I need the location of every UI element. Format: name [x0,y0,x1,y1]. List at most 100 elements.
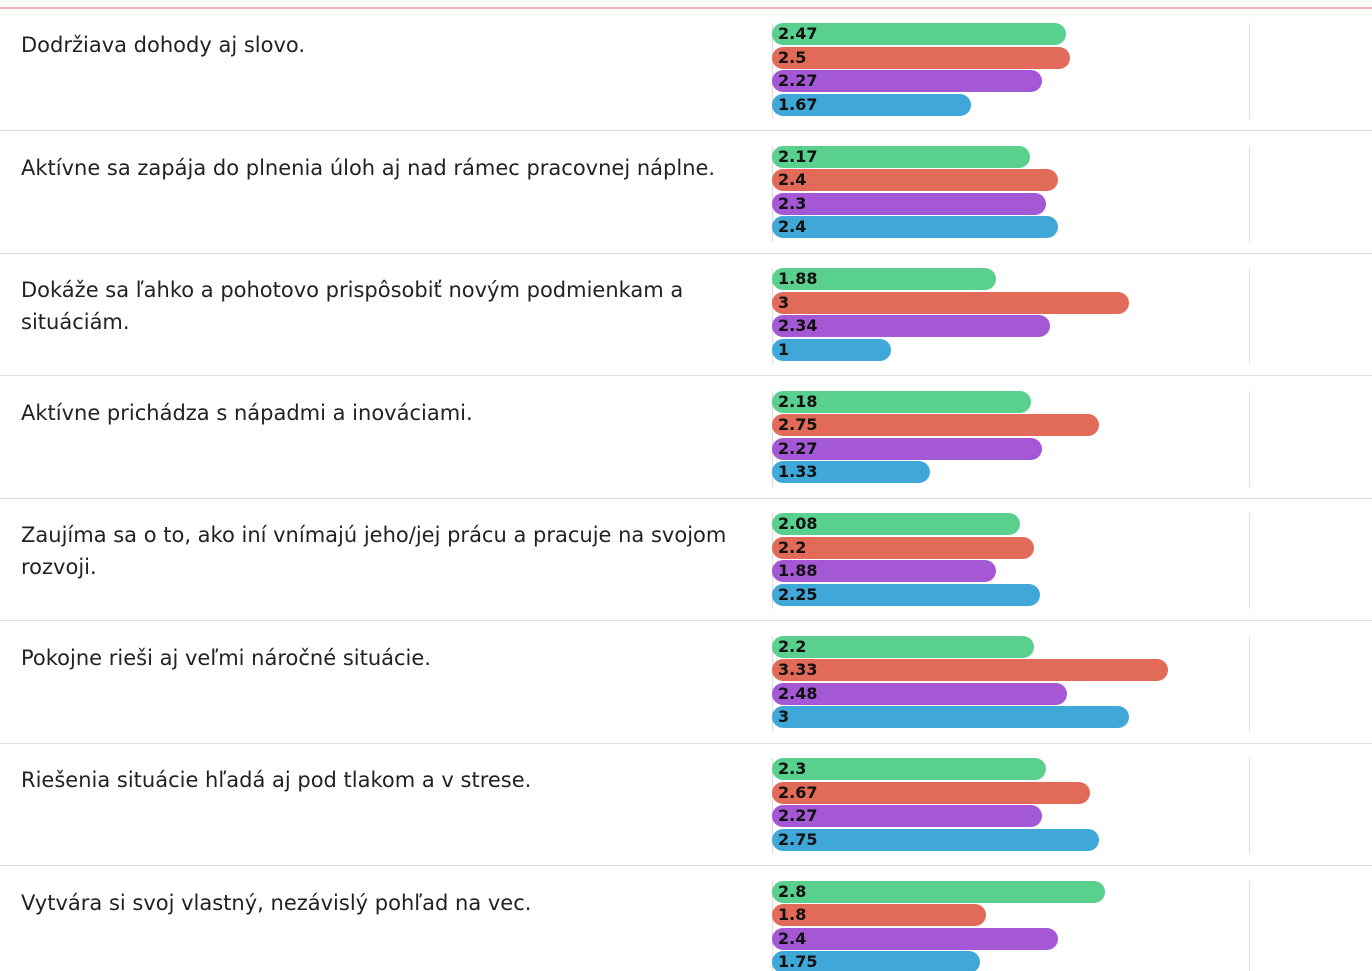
bar: 3 [772,291,1129,314]
bar: 2.75 [772,414,1100,436]
bar: 3 [772,706,1129,728]
bar: 2.5 [772,46,1070,69]
divider [772,145,773,242]
bar-value: 2.2 [778,636,807,656]
bar-value: 3 [778,292,790,312]
bar: 2.47 [772,23,1066,45]
bar-value: 2.27 [778,806,818,825]
question-label: Pokojne rieši aj veľmi náročné situácie. [21,645,431,670]
question-label: Aktívne prichádza s nápadmi a inováciami… [21,400,473,425]
divider [1249,23,1250,119]
question-label: Vytvára si svoj vlastný, nezávislý pohľa… [21,890,532,915]
question-row: Riešenia situácie hľadá aj pod tlakom a … [0,744,1372,866]
bar-value: 1.75 [778,952,818,971]
bar-value: 2.27 [778,438,818,458]
bar: 1.67 [772,93,971,116]
bar: 2.27 [772,70,1043,92]
question-row: Dodržiava dohody aj slovo. 2.47 2.5 2.27 1.6… [0,9,1372,131]
divider [1249,880,1250,971]
bar-value: 1.67 [778,94,818,114]
bar: 2.34 [772,315,1051,337]
bar: 3.33 [772,659,1169,681]
bar-value: 3.33 [778,660,818,679]
divider [772,268,773,364]
bar-value: 2.48 [778,683,818,703]
question-label: Aktívne sa zapája do plnenia úloh aj nad… [21,155,716,180]
bar: 2.4 [772,927,1058,950]
bar-value: 2.18 [778,391,818,411]
bar-value: 2.5 [778,47,807,67]
bar-value: 2.2 [778,537,807,557]
bar: 2.2 [772,635,1034,658]
bar-value: 3 [778,707,790,726]
row-separator [0,742,1372,744]
bar: 2.27 [772,805,1043,827]
divider [1249,268,1250,364]
bar: 1.33 [772,461,931,483]
divider [772,880,773,971]
bar: 1 [772,338,891,361]
bar: 1.88 [772,268,996,290]
bar-value: 2.75 [778,415,818,434]
divider [1249,513,1250,609]
bar: 2.3 [772,758,1046,780]
bar-value: 1.33 [778,462,818,481]
bar: 2.48 [772,682,1068,705]
question-row: Vytvára si svoj vlastný, nezávislý pohľa… [0,867,1372,971]
bar: 2.8 [772,880,1106,903]
bar-value: 1.88 [778,561,818,580]
divider [772,23,773,119]
divider [1249,145,1250,242]
bar: 2.27 [772,437,1043,460]
row-separator [0,497,1372,499]
bar-value: 2.25 [778,584,818,604]
bar-value: 2.47 [778,24,818,43]
question-label: Zaujíma sa o to, ako iní vnímajú jeho/je… [21,523,727,579]
bar: 2.67 [772,781,1090,804]
bar: 2.3 [772,192,1046,215]
question-label: Dokáže sa ľahko a pohotovo prispôsobiť n… [21,278,684,334]
bar-value: 1 [778,339,790,359]
bar-value: 2.75 [778,829,818,849]
bar-value: 2.4 [778,928,807,948]
bar: 2.25 [772,583,1040,606]
row-separator [0,865,1372,866]
question-label: Dodržiava dohody aj slovo. [21,33,306,57]
bar-value: 2.17 [778,146,818,166]
bar: 2.4 [772,216,1058,238]
bar: 2.08 [772,513,1020,535]
question-row: Dokáže sa ľahko a pohotovo prispôsobiť n… [0,254,1372,376]
question-row: Zaujíma sa o to, ako iní vnímajú jeho/je… [0,499,1372,621]
bar-value: 1.88 [778,269,818,288]
bar-value: 2.4 [778,170,807,189]
divider [772,390,773,487]
divider [1249,758,1250,854]
bar-value: 2.34 [778,316,818,335]
bar: 2.18 [772,390,1032,413]
bar-value: 2.3 [778,193,807,213]
bar-value: 2.4 [778,217,807,236]
divider [1249,635,1250,732]
bar-value: 2.27 [778,71,818,90]
row-separator [0,252,1372,254]
bar: 2.17 [772,145,1031,168]
bar-value: 2.08 [778,514,818,533]
divider [772,513,773,609]
divider [772,635,773,732]
row-separator [0,620,1372,621]
bar: 1.8 [772,904,987,926]
bar: 2.2 [772,536,1034,559]
question-label: Riešenia situácie hľadá aj pod tlakom a … [21,768,532,792]
bar: 1.75 [772,951,981,971]
bar: 2.75 [772,828,1100,851]
row-separator [0,130,1372,131]
bar-value: 1.8 [778,905,807,924]
divider [772,758,773,854]
bar-value: 2.3 [778,759,807,778]
question-row: Pokojne rieši aj veľmi náročné situácie.… [0,622,1372,744]
question-row: Aktívne sa zapája do plnenia úloh aj nad… [0,132,1372,254]
bar: 2.4 [772,169,1058,191]
bar-value: 2.8 [778,881,807,901]
question-row: Aktívne prichádza s nápadmi a inováciami… [0,377,1372,499]
